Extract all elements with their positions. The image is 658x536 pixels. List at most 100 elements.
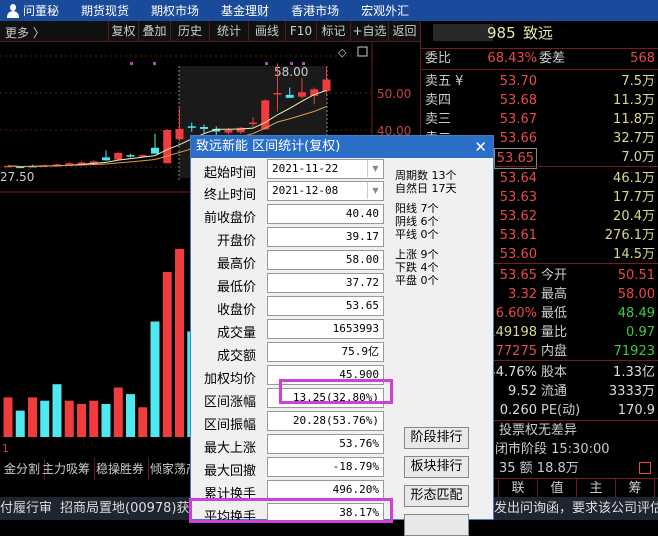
volume-bar — [40, 400, 50, 437]
field-value[interactable]: 58.00 — [267, 250, 384, 270]
stat-field: 成交量 1653993 — [191, 319, 391, 341]
toolbar-button[interactable]: 标记 — [316, 21, 350, 42]
field-label: 加权均价 — [203, 372, 256, 387]
stat-row: 6.60% 最低 48.49 — [421, 304, 658, 323]
toolbar-button[interactable]: 历史 — [170, 21, 209, 42]
quote-tab[interactable]: 值 — [538, 479, 577, 499]
field-value[interactable]: 39.17 — [267, 227, 384, 247]
toolbar-button[interactable]: 返回 — [388, 21, 420, 42]
field-value[interactable]: 75.9亿 — [267, 342, 384, 362]
indicator-tab[interactable]: 主力吸筹 — [38, 458, 96, 480]
field-value[interactable]: 53.65 — [267, 296, 384, 316]
ask-label: 卖五 ¥ — [425, 74, 464, 89]
indicator-tab[interactable]: 金分割 — [0, 458, 46, 480]
field-value[interactable]: 20.28(53.76%) — [267, 411, 384, 431]
bid-row: 53.62 20.4万 — [421, 207, 658, 226]
candle-body — [298, 92, 306, 97]
voting-notice: 投票权无差异 — [499, 423, 578, 438]
field-value[interactable]: -18.79% — [267, 457, 384, 477]
bid-volume: 17.7万 — [613, 190, 655, 205]
bid-price[interactable]: 53.63 — [499, 190, 537, 205]
close-icon[interactable]: ✕ — [474, 138, 487, 156]
volume-bar — [138, 407, 148, 437]
ma10-line — [7, 105, 327, 167]
nav-brand[interactable]: 问董秘 — [23, 4, 60, 18]
stat-field: 最高价 58.00 — [191, 250, 391, 272]
news-item[interactable]: 发出问询函，要求该公司评估深 — [494, 501, 658, 516]
chart-icon[interactable] — [639, 462, 651, 474]
nav-item[interactable]: 基金理财 — [221, 4, 270, 18]
toolbar-button[interactable]: 画线 — [248, 21, 285, 42]
candle-body — [163, 130, 172, 164]
bid-price[interactable]: 53.61 — [499, 228, 537, 243]
bid-price[interactable]: 53.60 — [499, 247, 537, 262]
weibi-value: 68.43% — [487, 51, 537, 66]
candle-body — [187, 126, 196, 128]
news-item[interactable]: 付履行审 — [0, 501, 53, 516]
highlight-box — [189, 498, 393, 523]
volume-bar — [126, 394, 135, 437]
news-item[interactable]: 招商局置地(00978)获 — [60, 501, 190, 516]
more-button[interactable]: 更多 〉 — [5, 26, 45, 40]
chevron-down-icon[interactable]: ▼ — [367, 160, 383, 177]
bid-volume: 276.1万 — [604, 228, 655, 243]
quote-tab[interactable]: 筹 — [616, 479, 655, 499]
end-time-select[interactable]: 2021-12-08 — [267, 181, 384, 201]
field-value[interactable]: 1653993 — [267, 319, 384, 339]
stat-value: 6.60% — [495, 306, 537, 321]
field-value[interactable]: 40.40 — [267, 204, 384, 224]
toolbar-button[interactable]: F10 — [285, 21, 316, 42]
chart-toolbar: 更多 〉 复权 叠加 历史 统计 画线 F10 标记 +自选 返回 — [0, 21, 420, 42]
field-value[interactable]: 37.72 — [267, 273, 384, 293]
nav-item[interactable]: 期货现货 — [81, 4, 130, 18]
ask-price[interactable]: 53.66 — [499, 131, 537, 146]
bid-volume: 14.5万 — [613, 247, 655, 262]
stage-ranking-button[interactable]: 阶段排行 — [404, 427, 469, 449]
field-value[interactable]: 496.20% — [267, 480, 384, 500]
last-trade: 35 额 18.8万 — [499, 461, 579, 476]
toolbar-button[interactable]: 复权 — [108, 21, 138, 42]
field-value[interactable]: 53.76% — [267, 434, 384, 454]
chevron-down-icon[interactable]: ▼ — [367, 182, 383, 199]
ask-price[interactable]: 53.67 — [499, 112, 537, 127]
toolbar-button[interactable]: +自选 — [350, 21, 388, 42]
toolbar-button[interactable]: 统计 — [209, 21, 248, 42]
blurred-code — [433, 24, 493, 41]
ask-price[interactable]: 53.70 — [499, 74, 537, 89]
nav-item[interactable]: 香港市场 — [291, 4, 340, 18]
ask-price[interactable]: 53.65 — [493, 148, 537, 169]
indicator-tab[interactable]: 稳操胜券 — [92, 458, 150, 480]
candle-body — [16, 166, 25, 169]
ask-row: 卖四 53.68 11.3万 — [421, 91, 658, 110]
volume-bar — [52, 384, 62, 437]
bid-price[interactable]: 53.62 — [499, 209, 537, 224]
stat-value: 3.32 — [508, 287, 537, 302]
stat-value: 58.00 — [617, 287, 655, 302]
quote-tab[interactable]: 主 — [577, 479, 616, 499]
dialog-title-bar[interactable]: 致远新能 区间统计(复权) ✕ — [191, 136, 493, 158]
candle-body — [249, 122, 257, 125]
bid-row: 53.61 276.1万 — [421, 226, 658, 245]
nav-item[interactable]: 宏观外汇 — [361, 4, 410, 18]
candle-body — [151, 147, 159, 154]
start-time-select[interactable]: 2021-11-22 — [267, 159, 384, 179]
ask-label: 卖三 — [425, 112, 452, 127]
pattern-match-button[interactable]: 形态匹配 — [404, 485, 469, 507]
sector-ranking-button[interactable]: 板块排行 — [404, 456, 469, 478]
field-label: 最大回撤 — [203, 464, 256, 479]
candle-body — [200, 127, 208, 129]
bid-price[interactable]: 53.64 — [499, 171, 537, 186]
stat-row: 3.32 最高 58.00 — [421, 285, 658, 304]
stat-label: 流通 — [541, 384, 568, 399]
dialog-button[interactable] — [404, 514, 469, 536]
toolbar-button[interactable]: 叠加 — [138, 21, 170, 42]
stat-field: 收盘价 53.65 — [191, 296, 391, 318]
ask-price[interactable]: 53.68 — [499, 93, 537, 108]
ask-volume: 32.7万 — [613, 131, 655, 146]
field-label: 最低价 — [216, 280, 256, 295]
stat-value: 170.9 — [617, 403, 655, 418]
nav-item[interactable]: 期权市场 — [151, 4, 200, 18]
quote-tab[interactable]: 联 — [499, 479, 538, 499]
user-icon[interactable] — [6, 3, 20, 18]
low-label: 27.50 — [0, 170, 34, 184]
